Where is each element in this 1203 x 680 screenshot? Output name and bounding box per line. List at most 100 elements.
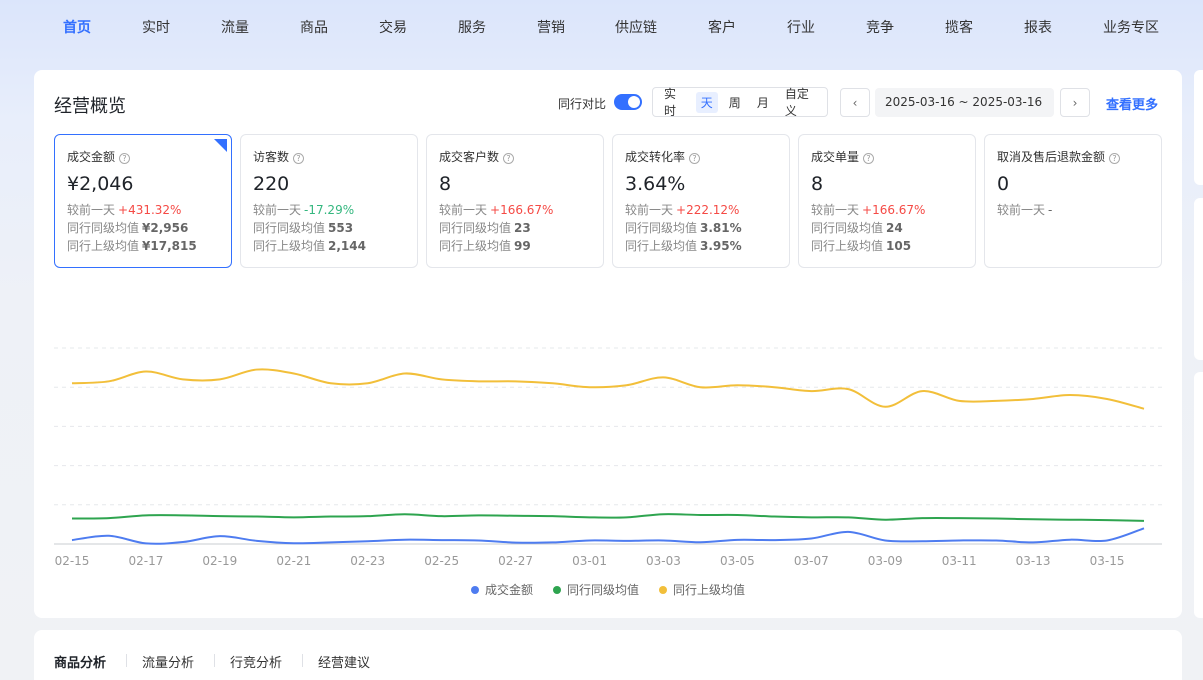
help-icon[interactable]: ?	[1109, 153, 1121, 164]
legend-label: 同行同级均值	[566, 583, 639, 597]
overview-title: 经营概览	[54, 96, 126, 117]
legend-dot-icon	[470, 585, 479, 594]
x-tick-label: 03-03	[646, 554, 681, 568]
metric-compare-label: 较前一天	[253, 203, 302, 217]
metric-upper-label: 同行上级均值	[253, 239, 326, 253]
metric-card-conversion[interactable]: 成交转化率? 3.64% 较前一天 +222.12% 同行同级均值 3.81% 同行…	[612, 134, 790, 268]
tab-competition-analysis[interactable]: 行竞分析	[230, 656, 283, 671]
metric-upper-value: 99	[514, 239, 531, 253]
legend-item-upper[interactable]: 同行上级均值	[659, 581, 745, 598]
x-tick-label: 03-05	[720, 554, 755, 568]
metric-peer-value: 553	[328, 221, 354, 235]
nav-business-zone[interactable]: 业务专区	[1103, 20, 1159, 36]
x-tick-label: 03-15	[1090, 554, 1125, 568]
date-range-field[interactable]: 2025-03-16 ~ 2025-03-16	[875, 88, 1054, 117]
x-tick-label: 02-21	[276, 554, 311, 568]
prev-date-button[interactable]: ‹	[840, 88, 870, 117]
metric-value: 8	[439, 173, 452, 195]
metric-compare-label: 较前一天	[811, 203, 860, 217]
metric-name: 成交单量	[811, 150, 860, 164]
help-icon[interactable]: ?	[293, 153, 305, 164]
metric-value: 0	[997, 173, 1010, 195]
metric-name: 成交金额	[67, 150, 116, 164]
metric-card-visitors[interactable]: 访客数? 220 较前一天 -17.29% 同行同级均值 553 同行上级均值 2,1…	[240, 134, 418, 268]
metric-compare-value: +166.67%	[862, 203, 926, 217]
metric-upper-label: 同行上级均值	[439, 239, 512, 253]
period-week[interactable]: 周	[728, 95, 741, 110]
side-panel-stub	[1194, 372, 1203, 618]
series-line-gmv	[71, 527, 1145, 545]
side-panel-stub	[1194, 198, 1203, 360]
nav-service[interactable]: 服务	[458, 20, 486, 36]
metric-compare-value: -17.29%	[304, 203, 355, 217]
metric-value: 8	[811, 173, 824, 195]
tab-business-advice[interactable]: 经营建议	[318, 656, 371, 671]
chevron-right-icon: ›	[1072, 95, 1078, 110]
nav-realtime[interactable]: 实时	[142, 20, 170, 36]
metric-value: 220	[253, 173, 290, 195]
help-icon[interactable]: ?	[119, 153, 131, 164]
metric-card-orders[interactable]: 成交单量? 8 较前一天 +166.67% 同行同级均值 24 同行上级均值 105	[798, 134, 976, 268]
nav-competition[interactable]: 竞争	[866, 20, 894, 36]
nav-acquisition[interactable]: 揽客	[945, 20, 973, 36]
period-selector: 实时 天 周 月 自定义	[652, 87, 828, 118]
nav-traffic[interactable]: 流量	[221, 20, 249, 36]
nav-trade[interactable]: 交易	[379, 20, 407, 36]
period-day[interactable]: 天	[695, 91, 718, 113]
nav-customers[interactable]: 客户	[708, 20, 736, 36]
metric-name: 访客数	[253, 150, 290, 164]
metric-upper-label: 同行上级均值	[625, 239, 698, 253]
metric-upper-value: 3.95%	[700, 239, 742, 253]
view-more-link[interactable]: 查看更多	[1106, 98, 1159, 113]
legend-label: 成交金额	[484, 583, 533, 597]
peer-compare-label: 同行对比	[558, 97, 607, 111]
metric-peer-value: 24	[886, 221, 903, 235]
nav-reports[interactable]: 报表	[1024, 20, 1052, 36]
nav-marketing[interactable]: 营销	[537, 20, 565, 36]
metric-card-buyers[interactable]: 成交客户数? 8 较前一天 +166.67% 同行同级均值 23 同行上级均值 99	[426, 134, 604, 268]
help-icon[interactable]: ?	[863, 153, 875, 164]
metric-upper-label: 同行上级均值	[67, 239, 140, 253]
help-icon[interactable]: ?	[503, 153, 515, 164]
metric-peer-label: 同行同级均值	[625, 221, 698, 235]
x-tick-label: 03-11	[942, 554, 977, 568]
metric-compare-value: -	[1048, 203, 1053, 217]
metric-compare-value: +222.12%	[676, 203, 740, 217]
nav-products[interactable]: 商品	[300, 20, 328, 36]
metric-upper-value: 105	[886, 239, 912, 253]
metric-peer-label: 同行同级均值	[439, 221, 512, 235]
metric-compare-label: 较前一天	[625, 203, 674, 217]
tab-divider	[214, 654, 215, 667]
metric-value: ¥2,046	[67, 173, 134, 195]
x-tick-label: 02-19	[202, 554, 237, 568]
series-line-upper-avg	[71, 368, 1145, 410]
next-date-button[interactable]: ›	[1060, 88, 1090, 117]
nav-home[interactable]: 首页	[63, 20, 91, 36]
x-tick-label: 02-15	[55, 554, 90, 568]
metric-compare-value: +166.67%	[490, 203, 554, 217]
nav-supply-chain[interactable]: 供应链	[615, 20, 657, 36]
x-tick-label: 03-09	[868, 554, 903, 568]
metric-card-gmv[interactable]: 成交金额? ¥2,046 较前一天 +431.32% 同行同级均值 ¥2,956 同…	[54, 134, 232, 268]
peer-compare-toggle[interactable]	[614, 94, 642, 110]
metric-card-refunds[interactable]: 取消及售后退款金额? 0 较前一天 -	[984, 134, 1162, 268]
side-panel-stub	[1194, 70, 1203, 185]
period-month[interactable]: 月	[756, 95, 769, 110]
metric-name: 取消及售后退款金额	[997, 150, 1106, 164]
legend-item-peer[interactable]: 同行同级均值	[552, 581, 639, 598]
chevron-left-icon: ‹	[852, 95, 858, 110]
x-tick-label: 03-01	[572, 554, 607, 568]
metric-peer-label: 同行同级均值	[67, 221, 140, 235]
tab-divider	[126, 654, 127, 667]
legend-dot-icon	[552, 585, 561, 594]
tab-product-analysis[interactable]: 商品分析	[54, 656, 107, 671]
help-icon[interactable]: ?	[689, 153, 701, 164]
nav-industry[interactable]: 行业	[787, 20, 815, 36]
tab-traffic-analysis[interactable]: 流量分析	[142, 656, 195, 671]
x-tick-label: 02-25	[424, 554, 459, 568]
period-realtime[interactable]: 实时	[664, 87, 677, 118]
trend-line-chart: 02-15 02-17 02-19 02-21 02-23 02-25 02-27 03-01…	[54, 347, 1162, 568]
period-custom[interactable]: 自定义	[784, 87, 809, 118]
metric-peer-value: 3.81%	[700, 221, 742, 235]
legend-item-gmv[interactable]: 成交金额	[470, 581, 533, 598]
